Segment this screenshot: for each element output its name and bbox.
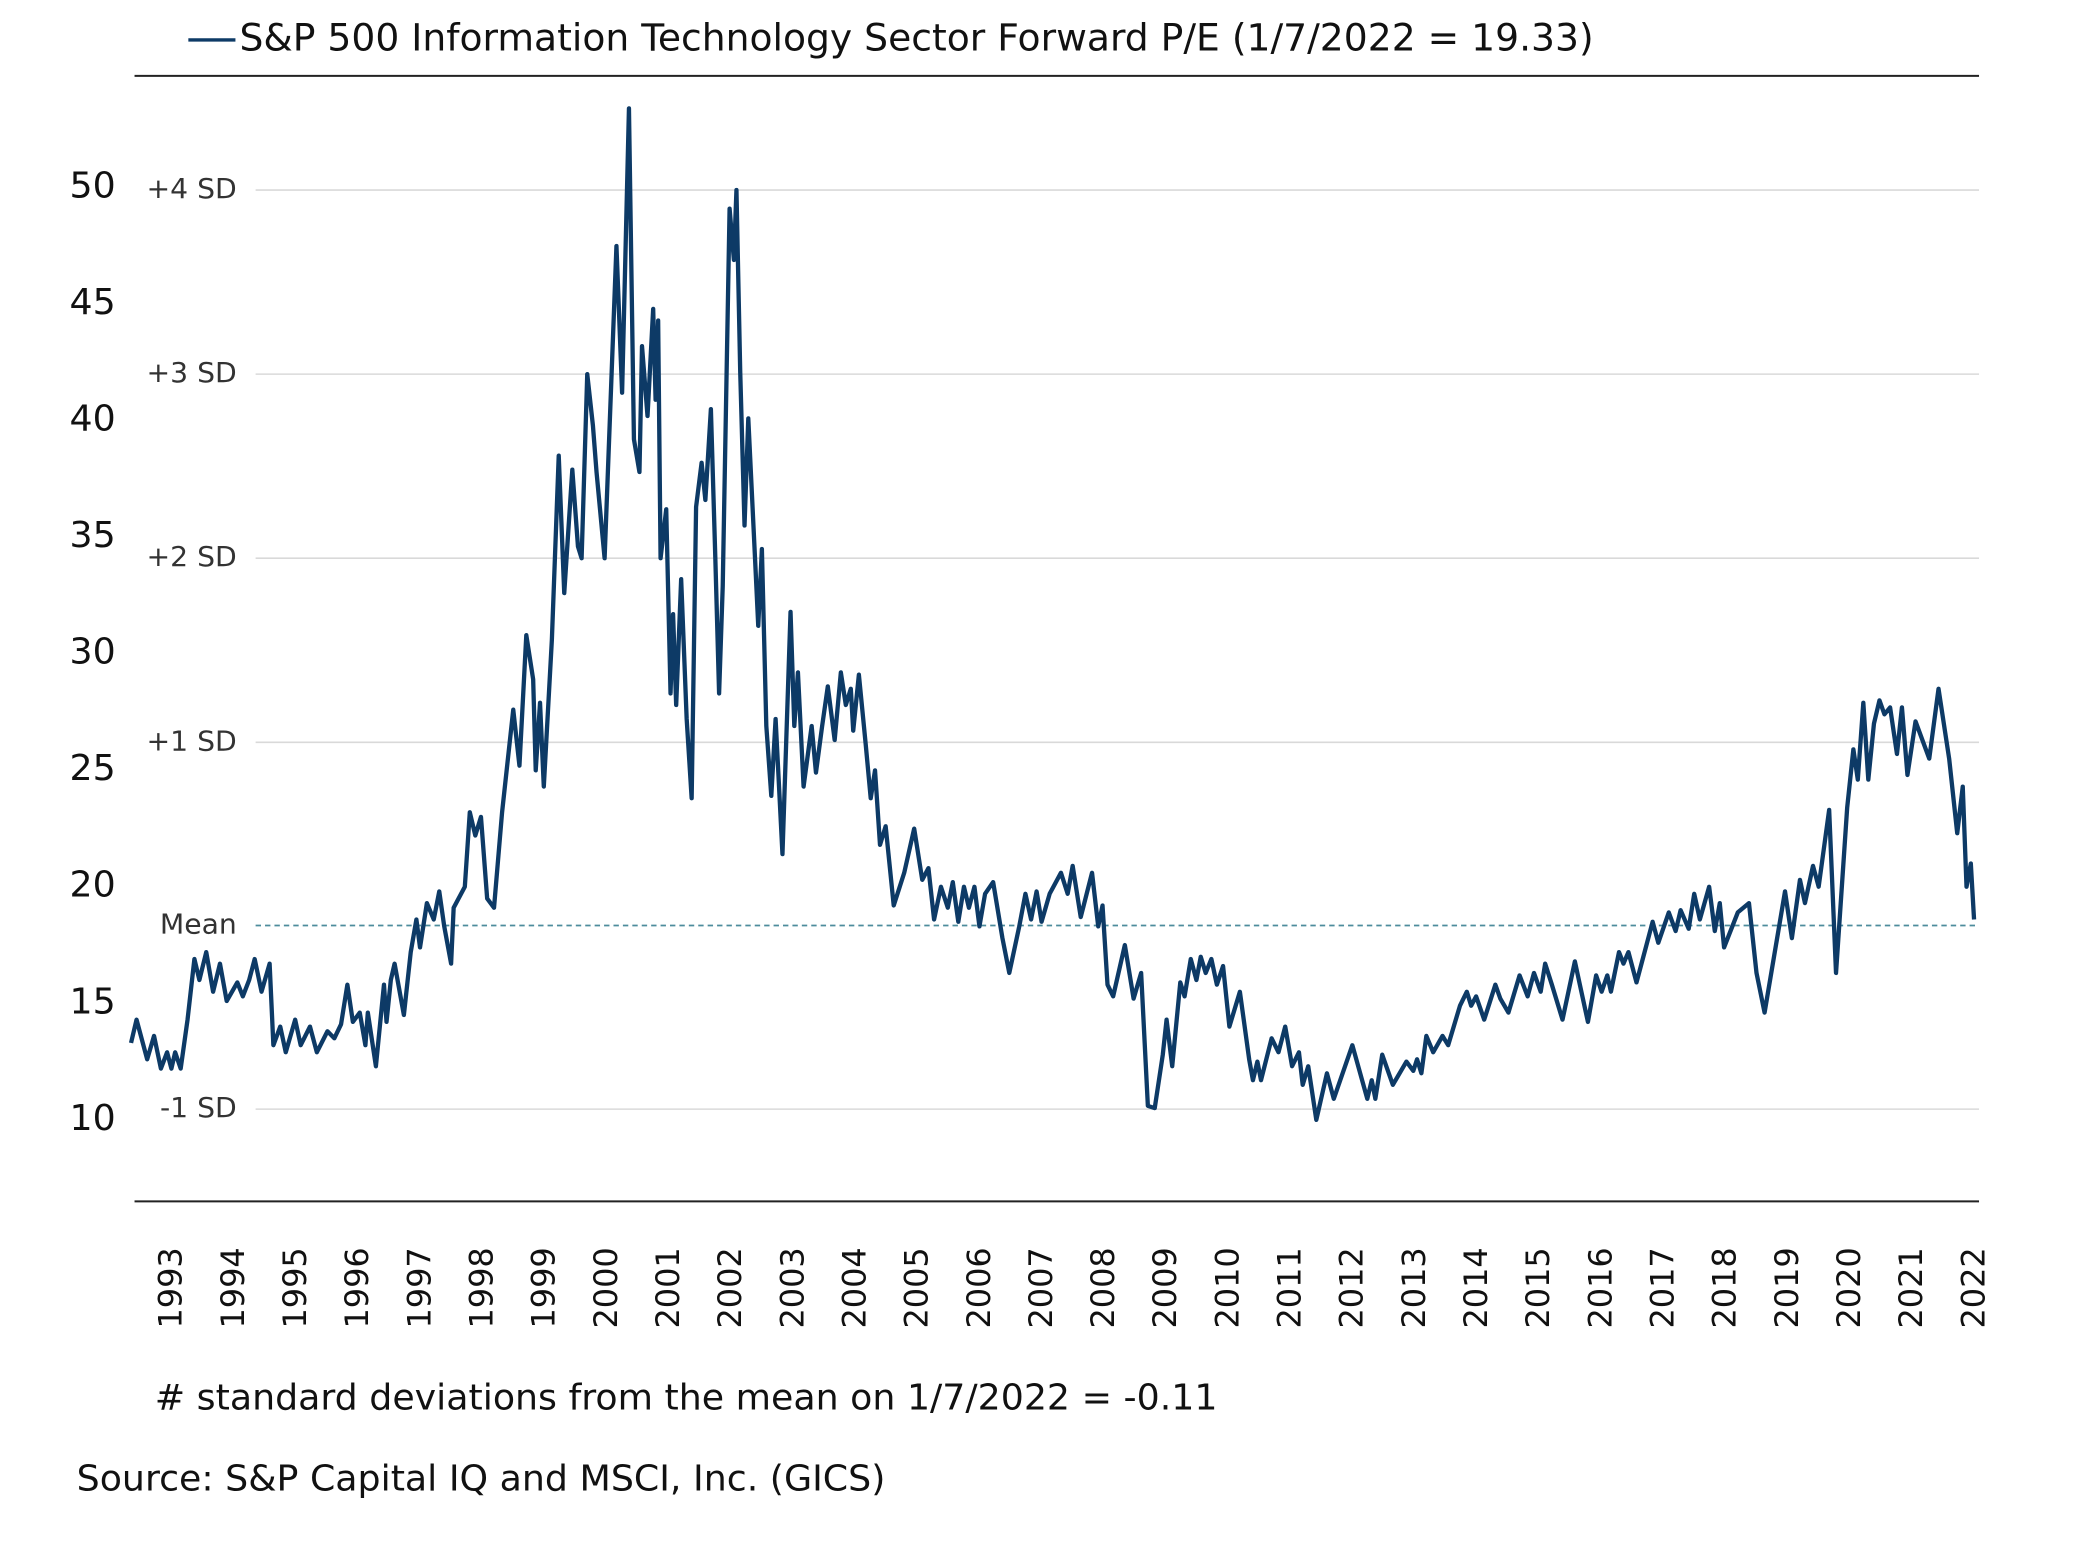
sd-label: +3 SD — [147, 356, 237, 389]
x-tick-label: 2011 — [1270, 1247, 1308, 1328]
x-tick-label: 2004 — [835, 1247, 873, 1328]
x-tick-label: 2008 — [1084, 1247, 1122, 1328]
y-tick-label: 25 — [69, 746, 115, 789]
sd-label: +4 SD — [147, 172, 237, 205]
x-tick-label: 2017 — [1643, 1247, 1681, 1328]
x-tick-label: 1994 — [214, 1247, 252, 1328]
x-tick-label: 2019 — [1768, 1247, 1806, 1328]
x-tick-label: 1993 — [152, 1247, 190, 1328]
y-tick-label: 40 — [69, 397, 115, 440]
note: # standard deviations from the mean on 1… — [155, 1376, 1218, 1419]
x-tick-label: 1999 — [524, 1247, 562, 1328]
sd-label: -1 SD — [160, 1091, 237, 1124]
x-tick-label: 2018 — [1705, 1247, 1743, 1328]
source: Source: S&P Capital IQ and MSCI, Inc. (G… — [77, 1457, 886, 1500]
x-tick-label: 2000 — [587, 1247, 625, 1328]
x-tick-label: 2021 — [1892, 1247, 1930, 1328]
y-tick-label: 45 — [69, 280, 115, 323]
mean-label: Mean — [160, 908, 237, 941]
y-tick-label: 15 — [69, 979, 115, 1022]
sd-label: +2 SD — [147, 540, 237, 573]
x-tick-label: 2002 — [711, 1247, 749, 1328]
y-tick-label: 50 — [69, 164, 115, 207]
x-tick-label: 2010 — [1208, 1247, 1246, 1328]
y-tick-label: 35 — [69, 513, 115, 556]
x-tick-label: 2009 — [1146, 1247, 1184, 1328]
x-tick-label: 2003 — [773, 1247, 811, 1328]
x-tick-label: 2020 — [1830, 1247, 1868, 1328]
x-tick-label: 1995 — [276, 1247, 314, 1328]
x-tick-label: 2022 — [1954, 1247, 1992, 1328]
sd-label: +1 SD — [147, 724, 237, 757]
series-line — [128, 106, 1977, 1122]
x-tick-label: 1996 — [338, 1247, 376, 1328]
x-tick-label: 2001 — [649, 1247, 687, 1328]
x-tick-label: 2005 — [897, 1247, 935, 1328]
y-tick-label: 30 — [69, 630, 115, 673]
y-tick-label: 10 — [69, 1096, 115, 1139]
legend-label: S&P 500 Information Technology Sector Fo… — [239, 16, 1593, 60]
x-tick-label: 2013 — [1395, 1247, 1433, 1328]
x-tick-label: 2012 — [1333, 1247, 1371, 1328]
x-tick-label: 1997 — [400, 1247, 438, 1328]
x-tick-label: 2007 — [1022, 1247, 1060, 1328]
x-tick-label: 2014 — [1457, 1247, 1495, 1328]
x-tick-label: 2016 — [1581, 1247, 1619, 1328]
x-tick-label: 2015 — [1519, 1247, 1557, 1328]
x-tick-label: 1998 — [462, 1247, 500, 1328]
y-tick-label: 20 — [69, 863, 115, 906]
x-tick-label: 2006 — [960, 1247, 998, 1328]
